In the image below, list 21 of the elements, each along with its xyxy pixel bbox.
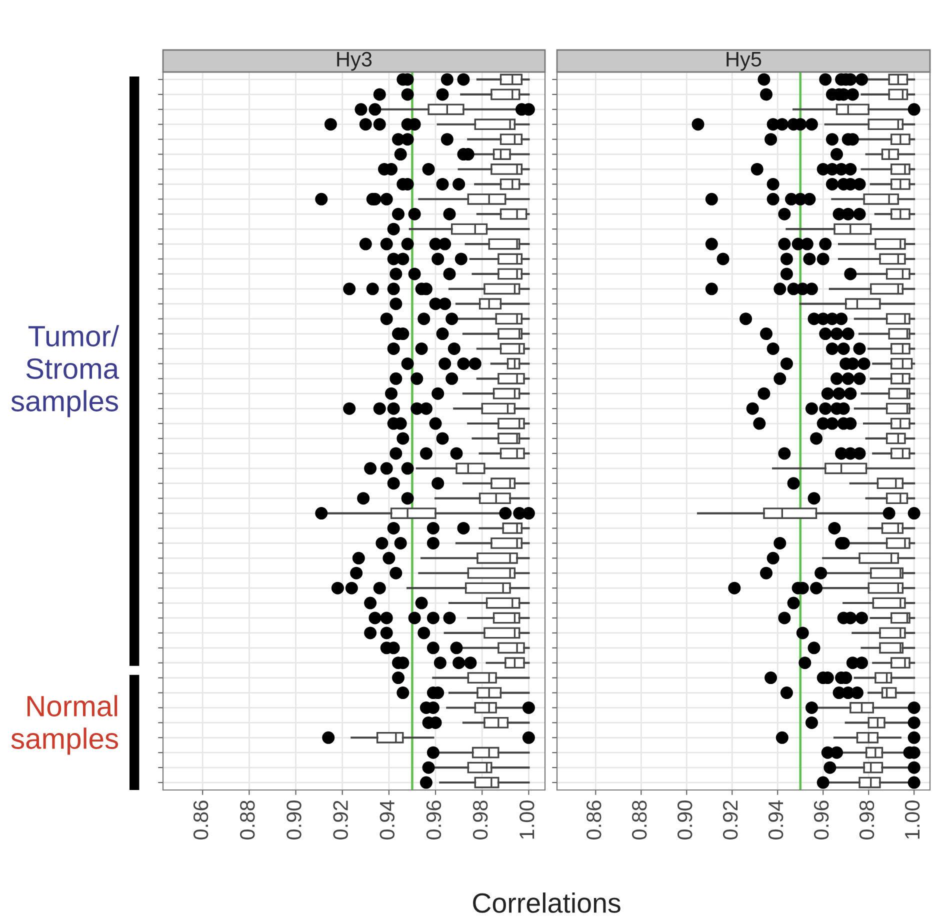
chart-title: Hy5 bbox=[726, 52, 762, 71]
x-tick-label: 0.88 bbox=[632, 800, 647, 840]
text: Tumor/ Stroma samples bbox=[11, 325, 120, 418]
x-tick-label: 0.90 bbox=[286, 800, 302, 840]
x-tick-label: 0.94 bbox=[380, 800, 395, 840]
x-tick-label: 0.94 bbox=[768, 800, 784, 840]
x-tick-label: 0.90 bbox=[677, 800, 692, 840]
x-tick-label: 1.00 bbox=[904, 800, 920, 839]
x-axis-title: Correlations bbox=[473, 892, 620, 913]
x-tick-label: 0.98 bbox=[859, 800, 874, 840]
text: Normal samples bbox=[11, 695, 118, 755]
x-tick-label: 0.96 bbox=[814, 800, 829, 840]
x-tick-label: 0.86 bbox=[193, 800, 208, 840]
x-tick-label: 1.00 bbox=[520, 800, 534, 839]
x-tick-label: 0.86 bbox=[586, 800, 602, 840]
x-tick-label: 0.92 bbox=[722, 800, 738, 840]
x-tick-label: 0.92 bbox=[333, 800, 348, 840]
x-tick-label: 0.88 bbox=[240, 800, 255, 840]
chart-title: Hy3 bbox=[337, 52, 372, 71]
x-tick-label: 0.96 bbox=[426, 800, 442, 840]
x-tick-label: 0.98 bbox=[472, 800, 488, 840]
